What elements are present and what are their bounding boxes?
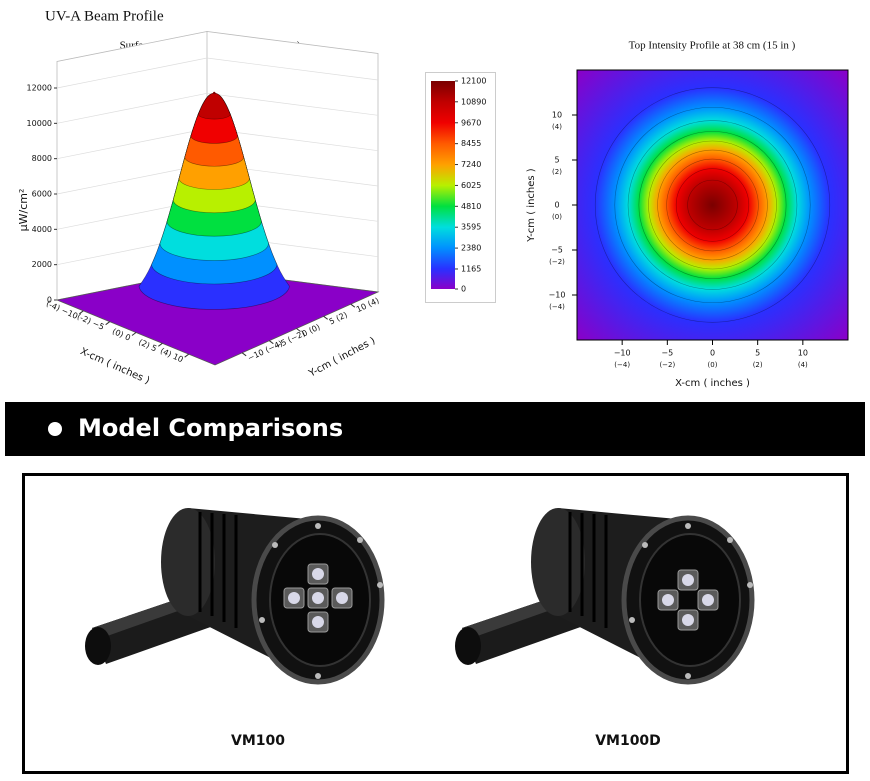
x-tick-sublabel: (−4)	[614, 361, 630, 369]
contour-line	[675, 168, 750, 242]
colorbar-label: 9670	[461, 118, 481, 127]
colorbar-label: 6025	[461, 181, 481, 190]
heatmap	[577, 70, 848, 340]
colorbar-label: 4810	[461, 202, 481, 211]
contour-line	[657, 149, 768, 261]
z-tick-label: 10000	[27, 119, 52, 128]
z-tick-label: 6000	[32, 190, 52, 199]
x-axis-label: X-cm ( inches )	[675, 378, 750, 389]
surface-chart: Surface Contour Profile at 38 cm (15 in …	[17, 31, 496, 387]
x-tick-sublabel: (2)	[753, 361, 763, 369]
contour-line	[614, 106, 811, 304]
tick-mark	[79, 310, 84, 315]
y-axis-label: Y-cm ( inches )	[526, 168, 537, 243]
z-tick-label: 8000	[32, 154, 52, 163]
contour-line	[687, 179, 738, 231]
x-tick-label: 0	[710, 349, 715, 358]
surface-peak	[213, 91, 216, 95]
grid-line	[56, 57, 379, 89]
y-tick-label: −10	[549, 291, 566, 300]
colorbar	[431, 81, 455, 289]
colorbar-label: 2380	[461, 244, 481, 253]
x-tick-sublabel: (0)	[708, 361, 718, 369]
tick-mark	[323, 315, 328, 320]
y-tick-sublabel: (−4)	[549, 303, 565, 311]
x-axis-label: X-cm ( inches )	[78, 346, 151, 387]
banner-title: Model Comparisons	[78, 414, 343, 442]
z-axis-label: μW/cm²	[17, 189, 30, 232]
contour-line	[594, 87, 831, 323]
y-tick-label: 10	[552, 111, 562, 120]
product-name: VM100	[231, 733, 285, 749]
contour-line	[648, 140, 777, 270]
colorbar-label: 1165	[461, 264, 481, 273]
colorbar-label: 8455	[461, 139, 481, 148]
tick-mark	[158, 342, 163, 347]
x-tick-label: 5	[755, 349, 760, 358]
z-tick-label: 4000	[32, 225, 52, 234]
colorbar-label: 3595	[461, 223, 481, 232]
x-tick-sublabel: (4)	[798, 361, 808, 369]
y-tick-label: 0	[554, 201, 559, 210]
tick-mark	[350, 303, 356, 308]
x-tick-label: −10	[614, 349, 631, 358]
grid-line	[56, 92, 379, 124]
y-tick-label: 5	[554, 156, 559, 165]
surface-band	[197, 92, 231, 120]
z-tick-label: 12000	[27, 84, 52, 93]
contour-line	[638, 131, 787, 279]
x-tick-label: 10	[798, 349, 808, 358]
tick-mark	[184, 353, 189, 358]
y-axis-label: Y-cm ( inches )	[306, 335, 377, 380]
contour-line	[666, 158, 759, 252]
y-tick-sublabel: (0)	[552, 213, 562, 221]
tick-mark	[269, 340, 274, 345]
chart-title: Top Intensity Profile at 38 cm (15 in )	[629, 40, 796, 52]
tick-mark	[296, 328, 301, 332]
y-tick-sublabel: (−2)	[549, 258, 565, 266]
x-tick-sublabel: (−2)	[659, 361, 675, 369]
contour-line	[627, 120, 798, 290]
bullet	[48, 422, 62, 436]
y-tick-sublabel: (4)	[552, 123, 562, 131]
colorbar-label: 0	[461, 285, 466, 294]
colorbar-label: 12100	[461, 77, 486, 86]
z-tick-label: 2000	[32, 260, 52, 269]
colorbar-label: 10890	[461, 97, 486, 106]
tick-mark	[105, 321, 110, 326]
tick-mark	[241, 352, 247, 357]
y-tick-sublabel: (2)	[552, 168, 562, 176]
heatmap-chart: Top Intensity Profile at 38 cm (15 in ) −…	[526, 40, 849, 389]
y-tick-label: −5	[551, 246, 563, 255]
product-name: VM100D	[595, 733, 661, 749]
colorbar-label: 7240	[461, 160, 481, 169]
z-tick-label: 0	[47, 296, 52, 305]
x-tick-label: −5	[661, 349, 673, 358]
banner	[5, 402, 865, 456]
page-title: UV-A Beam Profile	[45, 8, 164, 24]
tick-mark	[131, 332, 137, 336]
